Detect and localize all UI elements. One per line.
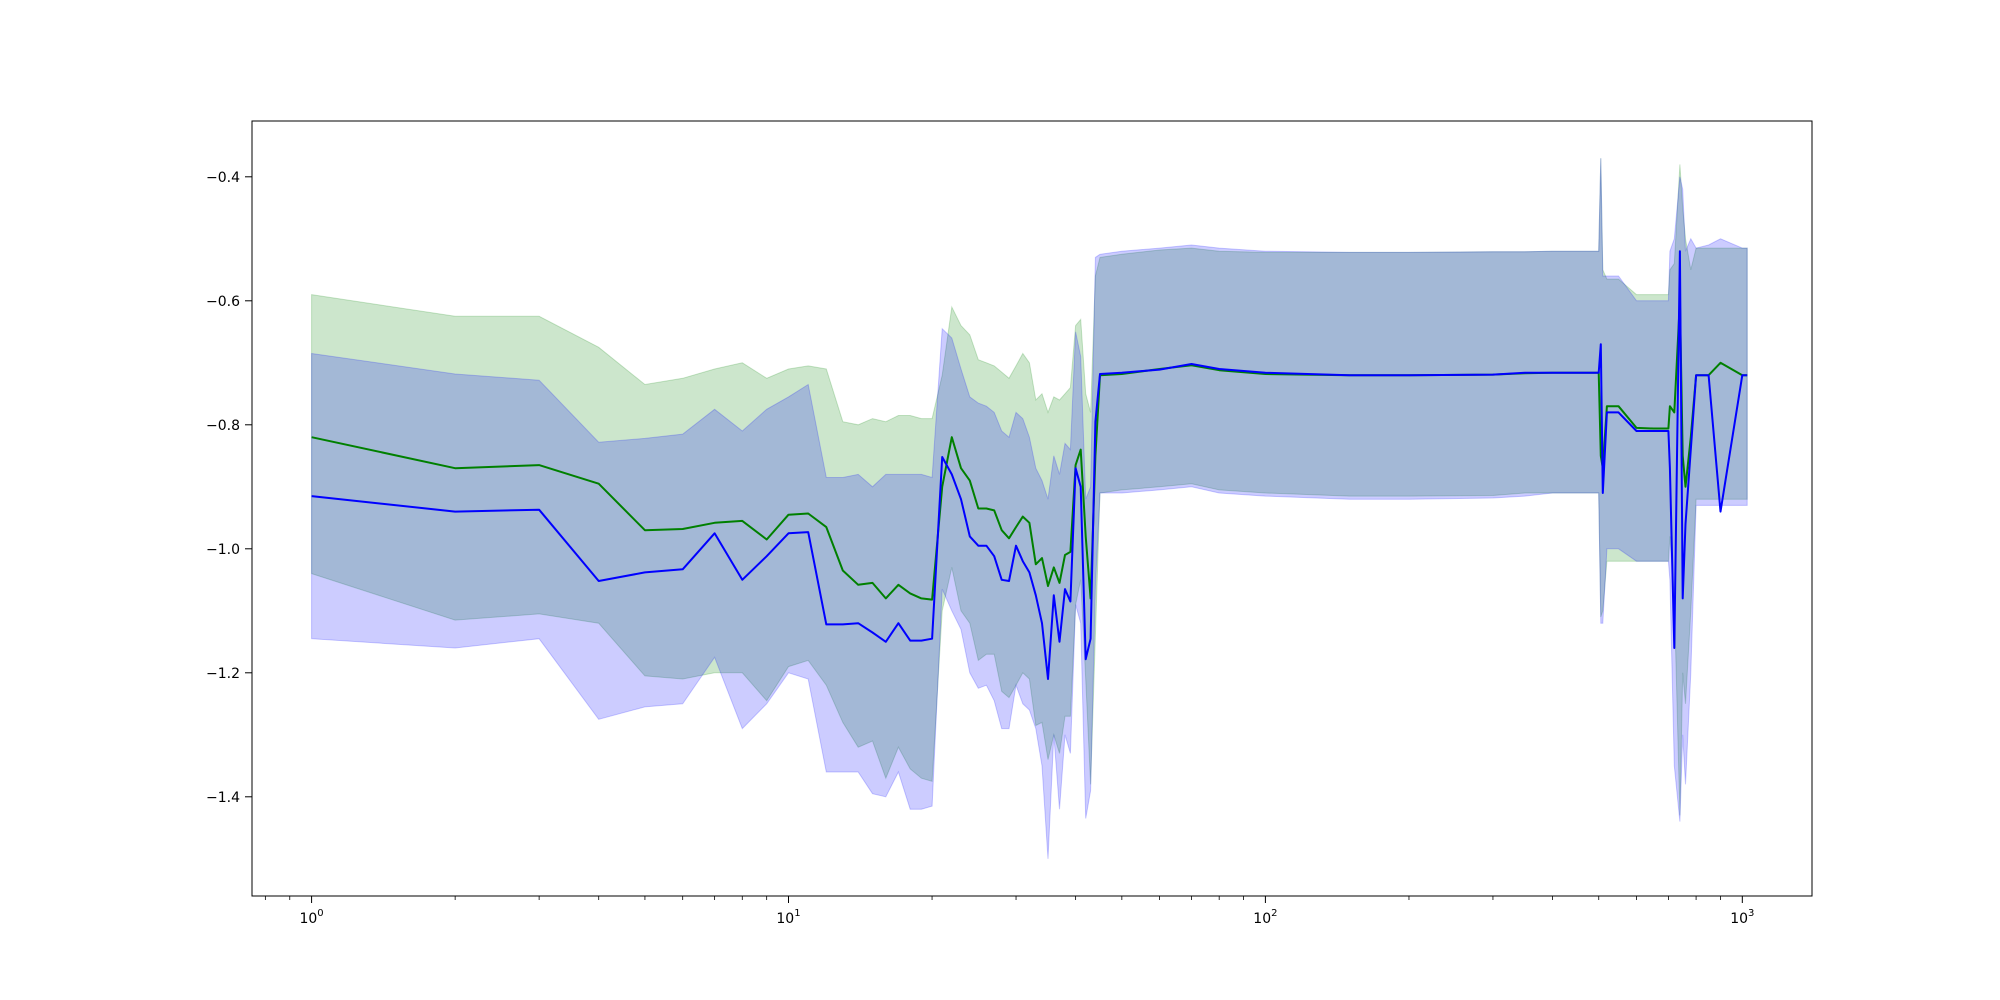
- plot-area: [311, 158, 1748, 859]
- y-axis: −0.4 −0.6 −0.8 −1.0 −1.2 −1.4: [206, 170, 252, 806]
- mean-line-series-1: [311, 299, 1748, 601]
- y-tick-label: −0.6: [206, 294, 240, 310]
- y-tick-label: −1.0: [206, 542, 240, 558]
- y-tick-label: −1.4: [206, 790, 240, 806]
- axes-frame: [251, 120, 1813, 897]
- y-tick-label: −1.2: [206, 666, 240, 682]
- y-tick-label: −0.8: [206, 418, 240, 434]
- confidence-band-series-1: [311, 158, 1748, 816]
- mean-line-series-2: [311, 250, 1748, 680]
- confidence-band-series-2: [311, 158, 1748, 859]
- y-tick-label: −0.4: [206, 170, 240, 186]
